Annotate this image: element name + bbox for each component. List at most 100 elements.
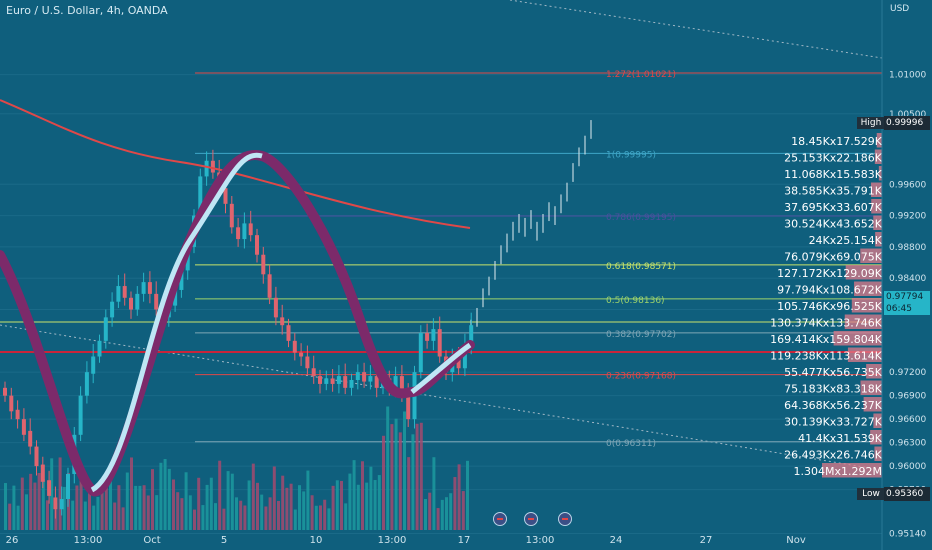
volume-bar xyxy=(453,477,457,530)
price-tick-label: 0.99200 xyxy=(889,212,926,222)
candle-body xyxy=(318,376,322,384)
fib-label: 0.5(0.98136) xyxy=(606,296,665,306)
volume-bar xyxy=(100,484,104,530)
wave-indicator xyxy=(0,150,475,497)
candle-body xyxy=(59,499,64,510)
candle-body xyxy=(462,344,467,369)
volume-profile-label: 37.695Kx33.607K xyxy=(784,201,883,214)
candle-body xyxy=(330,378,335,384)
volume-bar xyxy=(394,418,398,530)
volume-bar xyxy=(449,493,453,530)
us-flag-event-icon[interactable] xyxy=(524,512,538,526)
volume-bar xyxy=(251,463,255,530)
candle-body xyxy=(280,317,285,326)
candle-body xyxy=(437,329,442,357)
volume-profile-label: 11.068Kx15.583K xyxy=(784,168,883,181)
volume-bar xyxy=(151,469,154,530)
candle-body xyxy=(21,419,26,435)
economic-event-icon[interactable] xyxy=(493,512,507,526)
volume-profile-label: 30.139Kx33.727K xyxy=(784,416,883,429)
price-axis[interactable]: 1.01000 1.00500 0.99600 0.99200 0.98800 0.984… xyxy=(881,0,932,550)
volume-bar xyxy=(319,505,322,530)
time-tick-label: Oct xyxy=(143,535,160,546)
candle-body xyxy=(179,270,184,290)
volume-bar xyxy=(79,479,83,530)
candle-body xyxy=(129,297,133,310)
candle-body xyxy=(305,356,310,369)
volume-bar xyxy=(125,472,129,530)
volume-bars xyxy=(4,406,469,530)
volume-profile-bar xyxy=(833,331,882,346)
volume-bar xyxy=(159,462,163,530)
projection-candle xyxy=(476,307,478,327)
volume-bar xyxy=(369,466,373,530)
volume-bar xyxy=(373,480,377,530)
time-tick-label: 17 xyxy=(458,535,471,546)
volume-profile-bar xyxy=(845,265,882,280)
candle-body xyxy=(374,376,379,388)
volume-bar xyxy=(176,492,180,530)
volume-profile-bar xyxy=(860,248,882,263)
volume-bar xyxy=(205,484,209,530)
volume-bar xyxy=(348,473,352,530)
candle-body xyxy=(84,372,89,396)
volume-profile-label: 30.524Kx43.652K xyxy=(784,218,883,231)
volume-bar xyxy=(432,457,436,530)
volume-profile-label: 127.172Kx129.09K xyxy=(777,267,883,280)
volume-profile-label: 119.238Kx113.614K xyxy=(770,350,883,363)
candle-body xyxy=(286,325,291,341)
price-tick-label: 0.97200 xyxy=(889,368,926,378)
price-tick-label: 0.99600 xyxy=(889,180,926,190)
candle-body xyxy=(53,497,58,510)
projection-candle xyxy=(518,214,520,233)
price-tick-label: 0.98400 xyxy=(889,274,926,284)
volume-bar xyxy=(428,492,432,530)
volume-bar xyxy=(281,475,285,530)
volume-bar xyxy=(209,477,213,530)
projection-candles xyxy=(470,120,592,339)
volume-bar xyxy=(201,505,205,530)
volume-bar xyxy=(407,457,411,530)
volume-profile-label: 24Kx25.154K xyxy=(809,234,883,247)
time-axis: 26 13:00 Oct 5 10 13:00 17 13:00 24 27 Nov xyxy=(6,535,806,546)
volume-profile-label: 25.153Kx22.186K xyxy=(784,152,883,165)
volume-profile-label: 64.368Kx56.237K xyxy=(784,399,883,412)
volume-profile-bar xyxy=(851,298,882,313)
volume-bar xyxy=(46,500,49,530)
candle-body xyxy=(336,376,341,384)
volume-bar xyxy=(235,497,238,530)
volume-bar xyxy=(146,495,150,530)
us-flag-event-icon-2[interactable] xyxy=(558,512,572,526)
symbol-title[interactable]: Euro / U.S. Dollar, 4h, OANDA xyxy=(6,4,168,17)
candle-body xyxy=(15,409,20,420)
volume-profile-bar xyxy=(822,463,882,478)
volume-bar xyxy=(4,483,7,530)
volume-bar xyxy=(180,498,184,530)
volume-profile-label: 38.585Kx35.791K xyxy=(784,185,883,198)
candle-body xyxy=(292,340,297,353)
volume-bar xyxy=(398,432,402,530)
volume-profile-label: 169.414Kx159.804K xyxy=(770,333,883,346)
price-tick-label: 0.96000 xyxy=(889,462,926,472)
price-tick-label: 0.96300 xyxy=(889,439,926,449)
candle-body xyxy=(255,235,259,255)
volume-bar xyxy=(96,496,100,530)
volume-profile-bar xyxy=(844,314,882,329)
current-price: 0.97794 xyxy=(886,292,924,302)
volume-bar xyxy=(239,500,243,530)
fib-label: 0(0.96311) xyxy=(606,439,656,449)
candle-body xyxy=(116,286,121,302)
price-tick-label: 1.01000 xyxy=(889,71,926,81)
volume-bar xyxy=(88,490,91,530)
projection-candle xyxy=(566,182,568,202)
candle-body xyxy=(273,297,278,318)
volume-profile-bar xyxy=(874,149,882,164)
volume-bar xyxy=(382,435,385,530)
volume-bar xyxy=(121,507,125,530)
candle-body xyxy=(9,395,14,412)
projection-candle xyxy=(482,288,484,308)
volume-bar xyxy=(71,500,75,530)
volume-bar xyxy=(184,472,188,530)
